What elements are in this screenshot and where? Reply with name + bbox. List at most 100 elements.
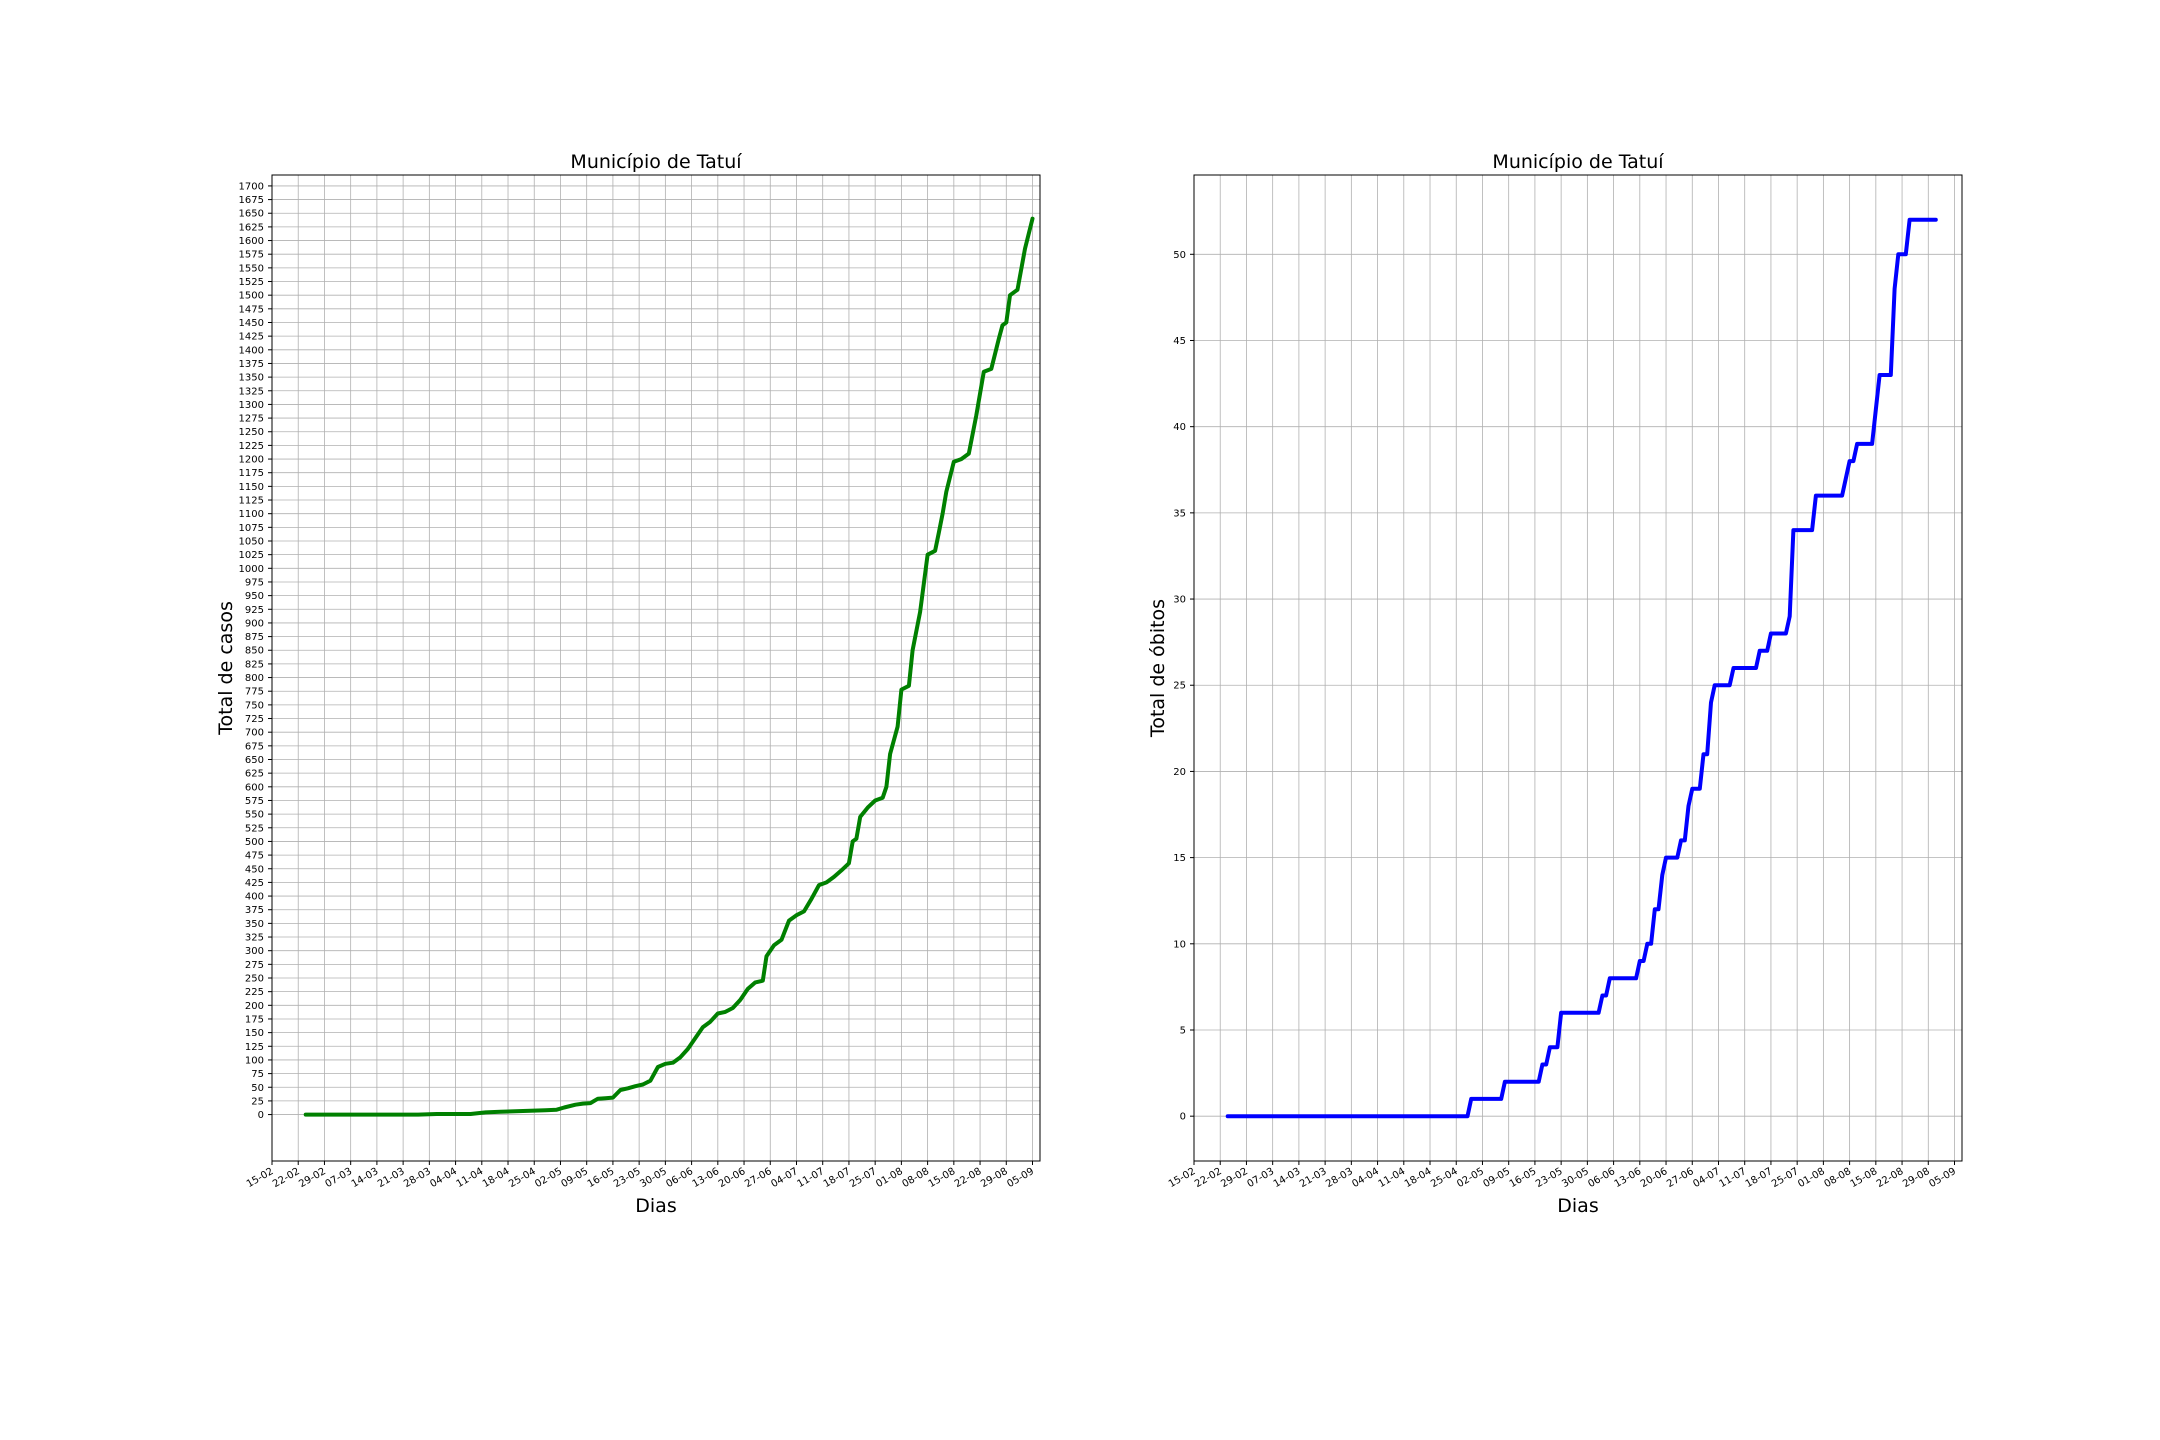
x-tick-label: 29-08 [979, 1166, 1010, 1190]
x-tick-label: 21-03 [1298, 1166, 1329, 1190]
y-tick-label: 45 [1173, 336, 1186, 347]
y-tick-label: 525 [245, 823, 264, 834]
x-tick-label: 06-06 [1586, 1166, 1617, 1190]
y-tick-label: 925 [245, 605, 264, 616]
x-tick-label: 13-06 [691, 1166, 722, 1190]
series [1225, 217, 1938, 1119]
y-tick-label: 1350 [239, 373, 264, 384]
y-tick-label: 875 [245, 632, 264, 643]
y-tick-label: 900 [245, 618, 264, 629]
grid [1193, 175, 1962, 1161]
x-tick-label: 11-04 [455, 1166, 486, 1190]
x-tick-label: 04-07 [1691, 1166, 1722, 1190]
x-tick-label: 05-09 [1927, 1166, 1958, 1190]
x-tick-label: 15-02 [1167, 1166, 1198, 1190]
y-tick-label: 1425 [239, 332, 264, 343]
x-tick-label: 27-06 [743, 1166, 774, 1190]
x-tick-label: 28-03 [1324, 1166, 1355, 1190]
x-tick-label: 27-06 [1665, 1166, 1696, 1190]
y-tick-label: 1375 [239, 359, 264, 370]
x-tick-label: 04-07 [769, 1166, 800, 1190]
y-tick-label: 400 [245, 892, 264, 903]
x-tick-label: 01-08 [1796, 1166, 1827, 1190]
y-tick-label: 275 [245, 960, 264, 971]
y-tick-label: 200 [245, 1001, 264, 1012]
x-tick-label: 15-08 [927, 1166, 958, 1190]
x-tick-label: 15-02 [245, 1166, 276, 1190]
y-tick-label: 250 [245, 974, 264, 985]
y-tick-label: 1400 [239, 345, 264, 356]
y-tick-label: 1200 [239, 455, 264, 466]
x-tick-label: 29-02 [297, 1166, 328, 1190]
x-tick-label: 18-04 [1403, 1166, 1434, 1190]
grid [271, 175, 1040, 1161]
y-tick-label: 50 [251, 1083, 264, 1094]
y-tick-label: 725 [245, 714, 264, 725]
x-tick-label: 09-05 [560, 1166, 591, 1190]
x-tick-label: 18-07 [822, 1166, 853, 1190]
y-tick-label: 475 [245, 851, 264, 862]
x-tick-label: 22-02 [1193, 1166, 1224, 1190]
y-tick-label: 225 [245, 987, 264, 998]
y-tick-label: 150 [245, 1028, 264, 1039]
x-tick-label: 23-05 [612, 1166, 643, 1190]
y-tick-label: 1575 [239, 250, 264, 261]
x-tick-label: 01-08 [874, 1166, 905, 1190]
y-tick-label: 1250 [239, 427, 264, 438]
y-tick-label: 100 [245, 1055, 264, 1066]
chart-total-obitos: Município de Tatuí Total de óbitos Dias … [1147, 151, 1963, 1217]
y-tick-label: 15 [1173, 853, 1186, 864]
x-tick-label: 18-04 [481, 1166, 512, 1190]
x-tick-label: 23-05 [1534, 1166, 1565, 1190]
x-tick-label: 05-09 [1005, 1166, 1036, 1190]
x-tick-label: 02-05 [1455, 1166, 1486, 1190]
y-tick-label: 425 [245, 878, 264, 889]
chart-total-casos: Município de Tatuí Total de casos Dias 1… [215, 151, 1041, 1217]
y-tick-label: 625 [245, 769, 264, 780]
x-tick-label: 04-04 [1350, 1166, 1381, 1190]
y-tick-label: 450 [245, 864, 264, 875]
x-tick-label: 30-05 [638, 1166, 669, 1190]
x-tick-label: 14-03 [350, 1166, 381, 1190]
y-tick-label: 675 [245, 741, 264, 752]
series-line [1225, 217, 1938, 1119]
y-tick-label: 25 [251, 1096, 264, 1107]
y-tick-label: 825 [245, 659, 264, 670]
x-tick-label: 09-05 [1482, 1166, 1513, 1190]
x-tick-label: 22-08 [953, 1166, 984, 1190]
series-line [303, 216, 1035, 1117]
y-tick-label: 1700 [239, 181, 264, 192]
x-tick-label: 20-06 [717, 1166, 748, 1190]
y-tick-label: 1050 [239, 536, 264, 547]
x-tick-label: 06-06 [664, 1166, 695, 1190]
y-tick-label: 325 [245, 933, 264, 944]
y-tick-label: 1450 [239, 318, 264, 329]
x-tick-label: 30-05 [1560, 1166, 1591, 1190]
y-tick-label: 1325 [239, 386, 264, 397]
y-axis-label: Total de casos [215, 601, 237, 736]
x-tick-label: 25-07 [1770, 1166, 1801, 1190]
y-tick-label: 950 [245, 591, 264, 602]
x-tick-label: 13-06 [1613, 1166, 1644, 1190]
x-tick-label: 04-04 [428, 1166, 459, 1190]
x-tick-label: 08-08 [900, 1166, 931, 1190]
axis-ticks: 15-0222-0229-0207-0314-0321-0328-0304-04… [239, 181, 1036, 1190]
x-tick-label: 22-08 [1875, 1166, 1906, 1190]
x-tick-label: 21-03 [376, 1166, 407, 1190]
x-tick-label: 15-08 [1849, 1166, 1880, 1190]
x-tick-label: 20-06 [1639, 1166, 1670, 1190]
y-tick-label: 1500 [239, 291, 264, 302]
y-tick-label: 1650 [239, 209, 264, 220]
y-tick-label: 25 [1173, 681, 1186, 692]
y-tick-label: 575 [245, 796, 264, 807]
axis-ticks: 15-0222-0229-0207-0314-0321-0328-0304-04… [1167, 250, 1958, 1190]
x-tick-label: 11-07 [796, 1166, 827, 1190]
y-axis-label: Total de óbitos [1147, 599, 1169, 738]
x-tick-label: 29-02 [1219, 1166, 1250, 1190]
y-tick-label: 1300 [239, 400, 264, 411]
x-tick-label: 11-04 [1377, 1166, 1408, 1190]
chart-title: Município de Tatuí [570, 151, 742, 173]
plot-frame [1193, 174, 1963, 1162]
x-axis-label: Dias [635, 1195, 676, 1217]
